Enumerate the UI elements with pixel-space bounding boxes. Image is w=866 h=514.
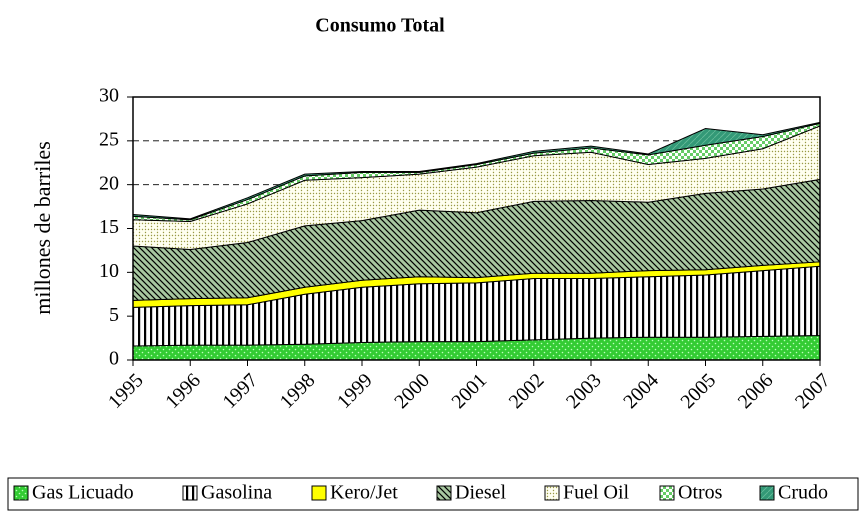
chart-title: Consumo Total bbox=[315, 15, 445, 37]
x-tick-label: 2006 bbox=[734, 369, 778, 413]
y-tick-label: 0 bbox=[109, 348, 119, 370]
legend-label: Gas Licuado bbox=[32, 482, 134, 504]
legend-swatch bbox=[311, 485, 327, 501]
y-tick-label: 30 bbox=[99, 85, 119, 107]
legend-swatch bbox=[13, 485, 29, 501]
x-tick-label: 1998 bbox=[276, 369, 320, 413]
y-tick-label: 10 bbox=[99, 260, 119, 282]
legend-swatch bbox=[436, 485, 452, 501]
x-tick-label: 2003 bbox=[562, 369, 606, 413]
y-axis-label: millones de barriles bbox=[30, 141, 55, 315]
legend-label: Diesel bbox=[455, 482, 507, 504]
y-tick-label: 15 bbox=[99, 216, 119, 238]
legend-swatch bbox=[759, 485, 775, 501]
x-tick-label: 1996 bbox=[161, 369, 205, 413]
x-tick-label: 2004 bbox=[619, 369, 663, 413]
legend-label: Crudo bbox=[778, 482, 828, 504]
x-tick-label: 1995 bbox=[104, 369, 148, 413]
y-tick-label: 5 bbox=[109, 304, 119, 326]
legend-swatch bbox=[182, 485, 198, 501]
x-tick-label: 2001 bbox=[447, 369, 491, 413]
legend-label: Gasolina bbox=[201, 482, 272, 504]
legend-label: Kero/Jet bbox=[330, 482, 398, 504]
y-tick-label: 25 bbox=[99, 128, 119, 150]
x-tick-label: 2007 bbox=[791, 369, 835, 413]
legend-swatch bbox=[659, 485, 675, 501]
x-tick-label: 2000 bbox=[390, 369, 434, 413]
x-tick-label: 2005 bbox=[676, 369, 720, 413]
legend-box bbox=[7, 477, 859, 511]
x-tick-label: 1999 bbox=[333, 369, 377, 413]
legend-label: Fuel Oil bbox=[563, 482, 630, 504]
x-tick-label: 1997 bbox=[218, 369, 262, 413]
legend-label: Otros bbox=[678, 482, 723, 504]
y-tick-label: 20 bbox=[99, 172, 119, 194]
x-tick-label: 2002 bbox=[505, 369, 549, 413]
legend-swatch bbox=[544, 485, 560, 501]
